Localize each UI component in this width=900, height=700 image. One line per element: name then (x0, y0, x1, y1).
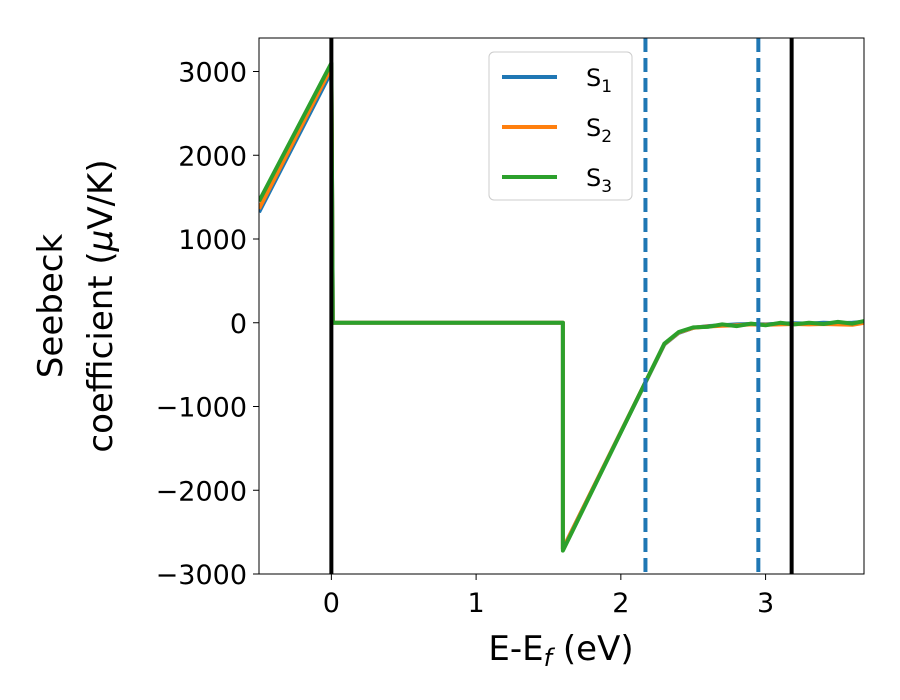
legend-label-1: S1 (586, 64, 612, 97)
plot-frame (258, 37, 865, 575)
legend-label-2: S2 (586, 114, 612, 147)
legend-box (488, 51, 633, 201)
x-axis-label: E-Ef (eV) (488, 629, 633, 672)
x-tick-label: 2 (612, 588, 629, 619)
y-axis-label-line1: Seebeck (31, 234, 71, 379)
legend: S1 S2 S3 (488, 51, 633, 201)
series-line-3 (259, 61, 864, 553)
y-tick-label: −1000 (156, 393, 247, 424)
legend-label-3: S3 (586, 164, 612, 197)
y-tick-label: 1000 (178, 225, 247, 256)
x-tick-label: 0 (323, 588, 340, 619)
x-ticks: 0 1 2 3 (323, 574, 774, 619)
y-tick-label: 0 (230, 309, 247, 340)
vertical-reference-lines (329, 38, 794, 574)
x-tick-label: 1 (468, 588, 485, 619)
y-axis-label-line2: coefficient (μV/K) (81, 159, 121, 452)
y-tick-label: 3000 (178, 58, 247, 89)
y-tick-label: 2000 (178, 141, 247, 172)
x-tick-label: 3 (757, 588, 774, 619)
y-ticks: 3000 2000 1000 0 −1000 −2000 −3000 (156, 58, 259, 591)
y-tick-label: −3000 (156, 560, 247, 591)
plot-lines (259, 61, 864, 553)
y-tick-label: −2000 (156, 476, 247, 507)
